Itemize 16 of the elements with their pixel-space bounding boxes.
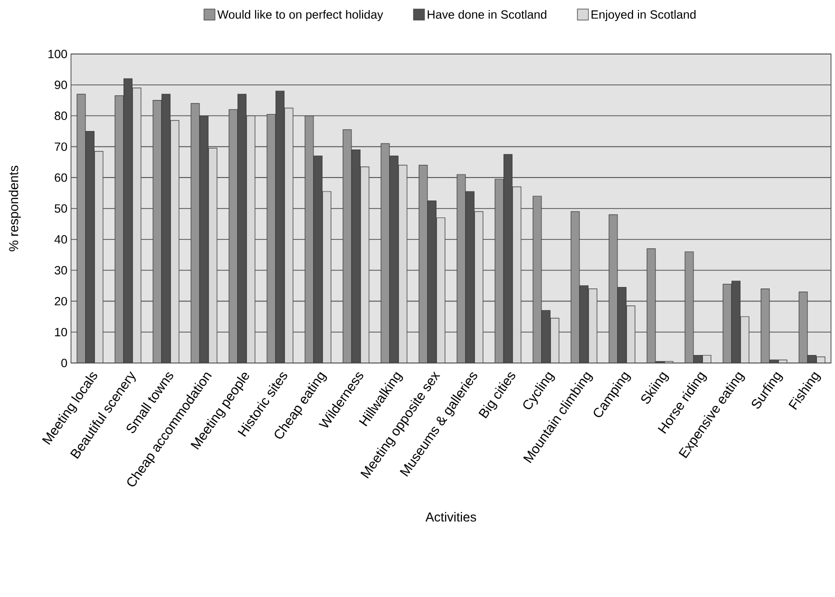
y-tick-label: 20 [54, 296, 68, 306]
legend-label: Would like to on perfect holiday [217, 10, 384, 22]
y-tick-label: 80 [54, 112, 68, 120]
y-tick-label: 10 [55, 328, 68, 336]
y-axis-title: % respondents [8, 166, 21, 252]
y-tick-label: 40 [54, 235, 68, 244]
y-tick-label: 100 [48, 50, 68, 58]
y-tick-label: 50 [54, 204, 68, 213]
x-axis-title: Activities [425, 512, 476, 522]
y-tick-label: 30 [54, 266, 68, 275]
y-tick-label: 0 [61, 358, 68, 368]
legend-label: Have done in Scotland [428, 10, 546, 19]
legend-label: Enjoyed in Scotland [592, 10, 696, 22]
y-tick-label: 70 [54, 142, 68, 151]
y-tick-label: 60 [54, 173, 68, 182]
y-tick-label: 90 [54, 80, 68, 90]
